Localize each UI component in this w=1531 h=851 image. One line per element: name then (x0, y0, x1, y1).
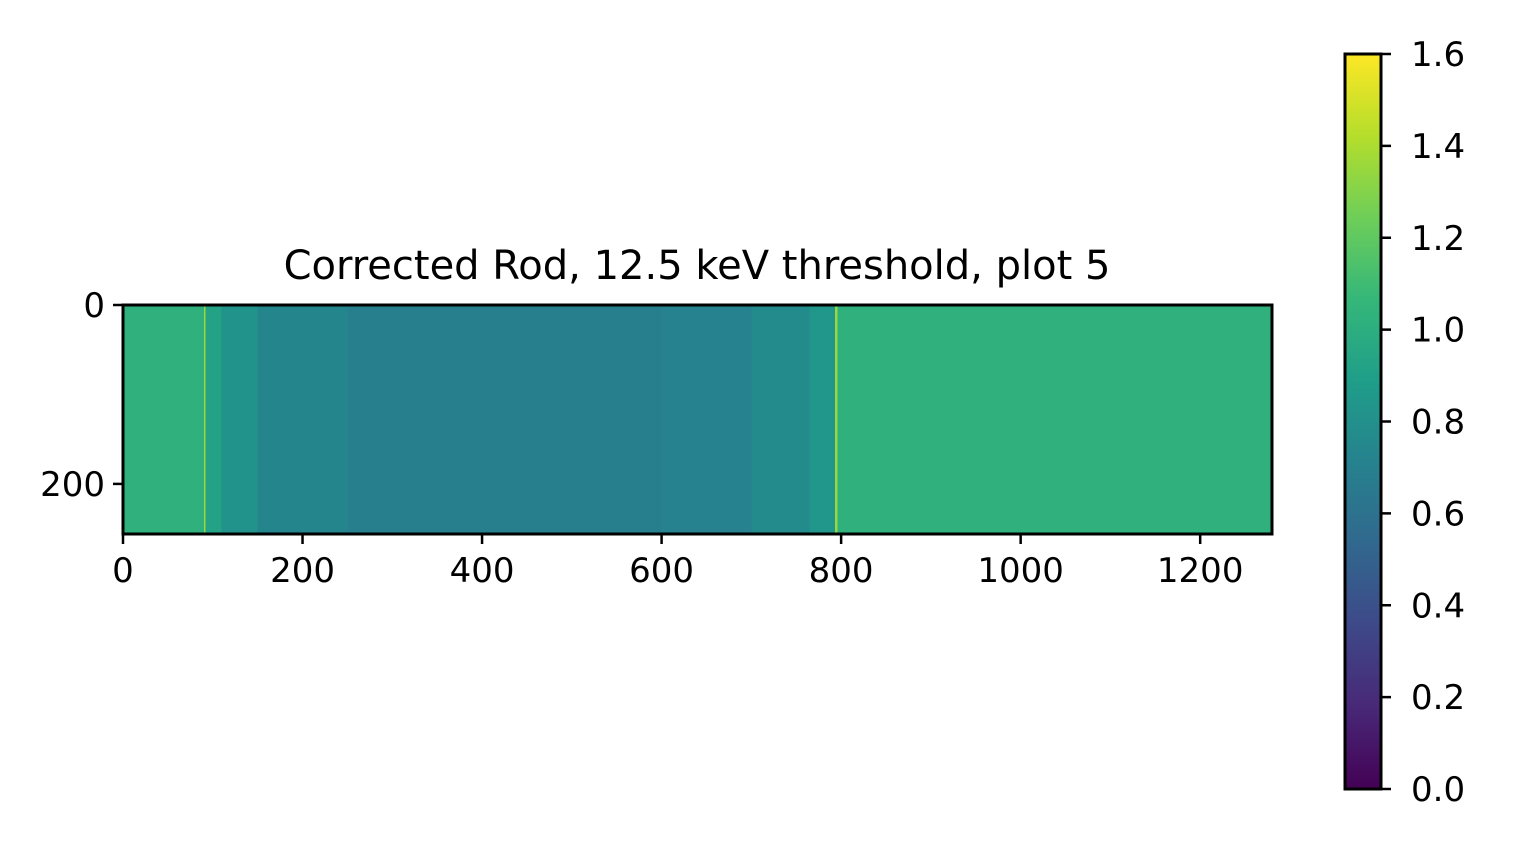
colorbar: 0.0 0.2 0.4 0.6 0.8 1.0 1.2 1.4 1.6 (1343, 35, 1465, 810)
colorbar-tick-label: 0.6 (1411, 494, 1465, 534)
colorbar-fill (1345, 54, 1381, 789)
colorbar-tick-label: 0.0 (1411, 770, 1465, 810)
colorbar-tick-label: 0.2 (1411, 678, 1465, 718)
heatmap-fill (123, 305, 1272, 534)
y-axis: 0 200 (40, 286, 123, 505)
x-tick-label: 200 (270, 551, 335, 591)
x-tick-label: 800 (809, 551, 874, 591)
colorbar-tick-label: 1.0 (1411, 311, 1465, 351)
x-axis: 0 200 400 600 800 1000 1200 (112, 534, 1243, 591)
colorbar-tick-label: 1.6 (1411, 35, 1465, 75)
x-tick-label: 1000 (977, 551, 1064, 591)
heatmap-image (121, 303, 1274, 536)
colorbar-tick-label: 0.8 (1411, 403, 1465, 443)
colorbar-ticks: 0.0 0.2 0.4 0.6 0.8 1.0 1.2 1.4 1.6 (1381, 35, 1465, 810)
x-tick-label: 1200 (1157, 551, 1244, 591)
y-tick-label: 200 (40, 465, 105, 505)
colorbar-tick-label: 0.4 (1411, 586, 1465, 626)
x-tick-label: 600 (629, 551, 694, 591)
chart-title: Corrected Rod, 12.5 keV threshold, plot … (284, 243, 1111, 289)
y-tick-label: 0 (83, 286, 105, 326)
colorbar-tick-label: 1.2 (1411, 219, 1465, 259)
colorbar-tick-label: 1.4 (1411, 127, 1465, 167)
heatmap-frame (121, 303, 1274, 536)
x-tick-label: 400 (450, 551, 515, 591)
x-tick-label: 0 (112, 551, 134, 591)
